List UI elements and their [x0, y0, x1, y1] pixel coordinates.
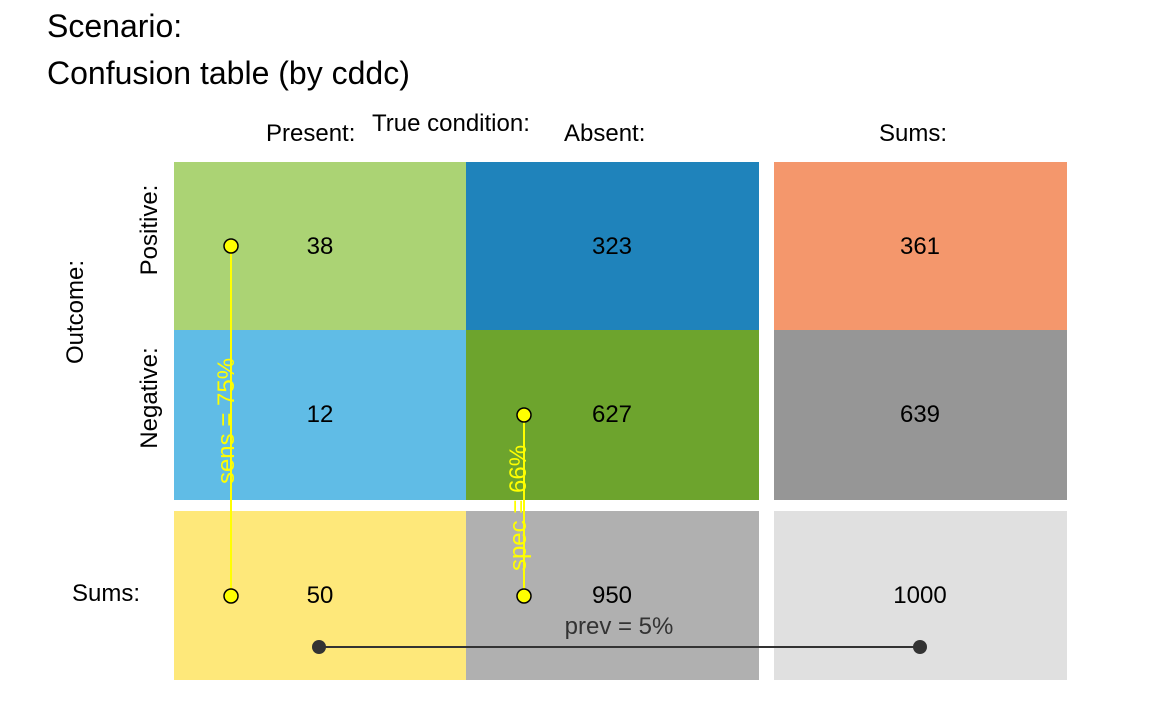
value-condition-false: 950 — [591, 582, 633, 609]
cell-decision-positive — [774, 162, 1067, 330]
prev-point-left — [312, 640, 326, 654]
spec-label: spec = 66% — [505, 445, 532, 571]
value-correct-rejections: 627 — [591, 401, 633, 428]
value-decision-positive: 361 — [899, 233, 941, 260]
cell-false-alarms — [466, 162, 759, 330]
title-line-1: Scenario: — [47, 8, 183, 44]
spec-point-top — [516, 407, 532, 423]
cell-decision-negative — [774, 330, 1067, 500]
row-label-sums: Sums: — [72, 580, 141, 607]
cell-condition-false — [466, 511, 759, 680]
value-condition-true: 50 — [306, 582, 334, 609]
column-label-present: Present: — [266, 120, 356, 147]
column-header: True condition: — [372, 110, 530, 137]
sens-label: sens = 75% — [213, 358, 240, 484]
value-hits: 38 — [306, 233, 334, 260]
value-total: 1000 — [893, 582, 947, 609]
cell-misses — [174, 330, 466, 500]
cell-hits — [174, 162, 466, 330]
column-label-absent: Absent: — [564, 120, 646, 147]
value-decision-negative: 639 — [899, 401, 941, 428]
value-false-alarms: 323 — [591, 233, 633, 260]
sens-point-top — [223, 238, 239, 254]
value-misses: 12 — [306, 401, 334, 428]
column-label-sums: Sums: — [879, 120, 948, 147]
prev-label: prev = 5% — [565, 613, 674, 640]
spec-point-bottom — [516, 588, 532, 604]
prev-point-right — [913, 640, 927, 654]
sens-point-bottom — [223, 588, 239, 604]
title-line-2: Confusion table (by cddc) — [47, 55, 410, 91]
cell-correct-rejections — [466, 330, 759, 500]
